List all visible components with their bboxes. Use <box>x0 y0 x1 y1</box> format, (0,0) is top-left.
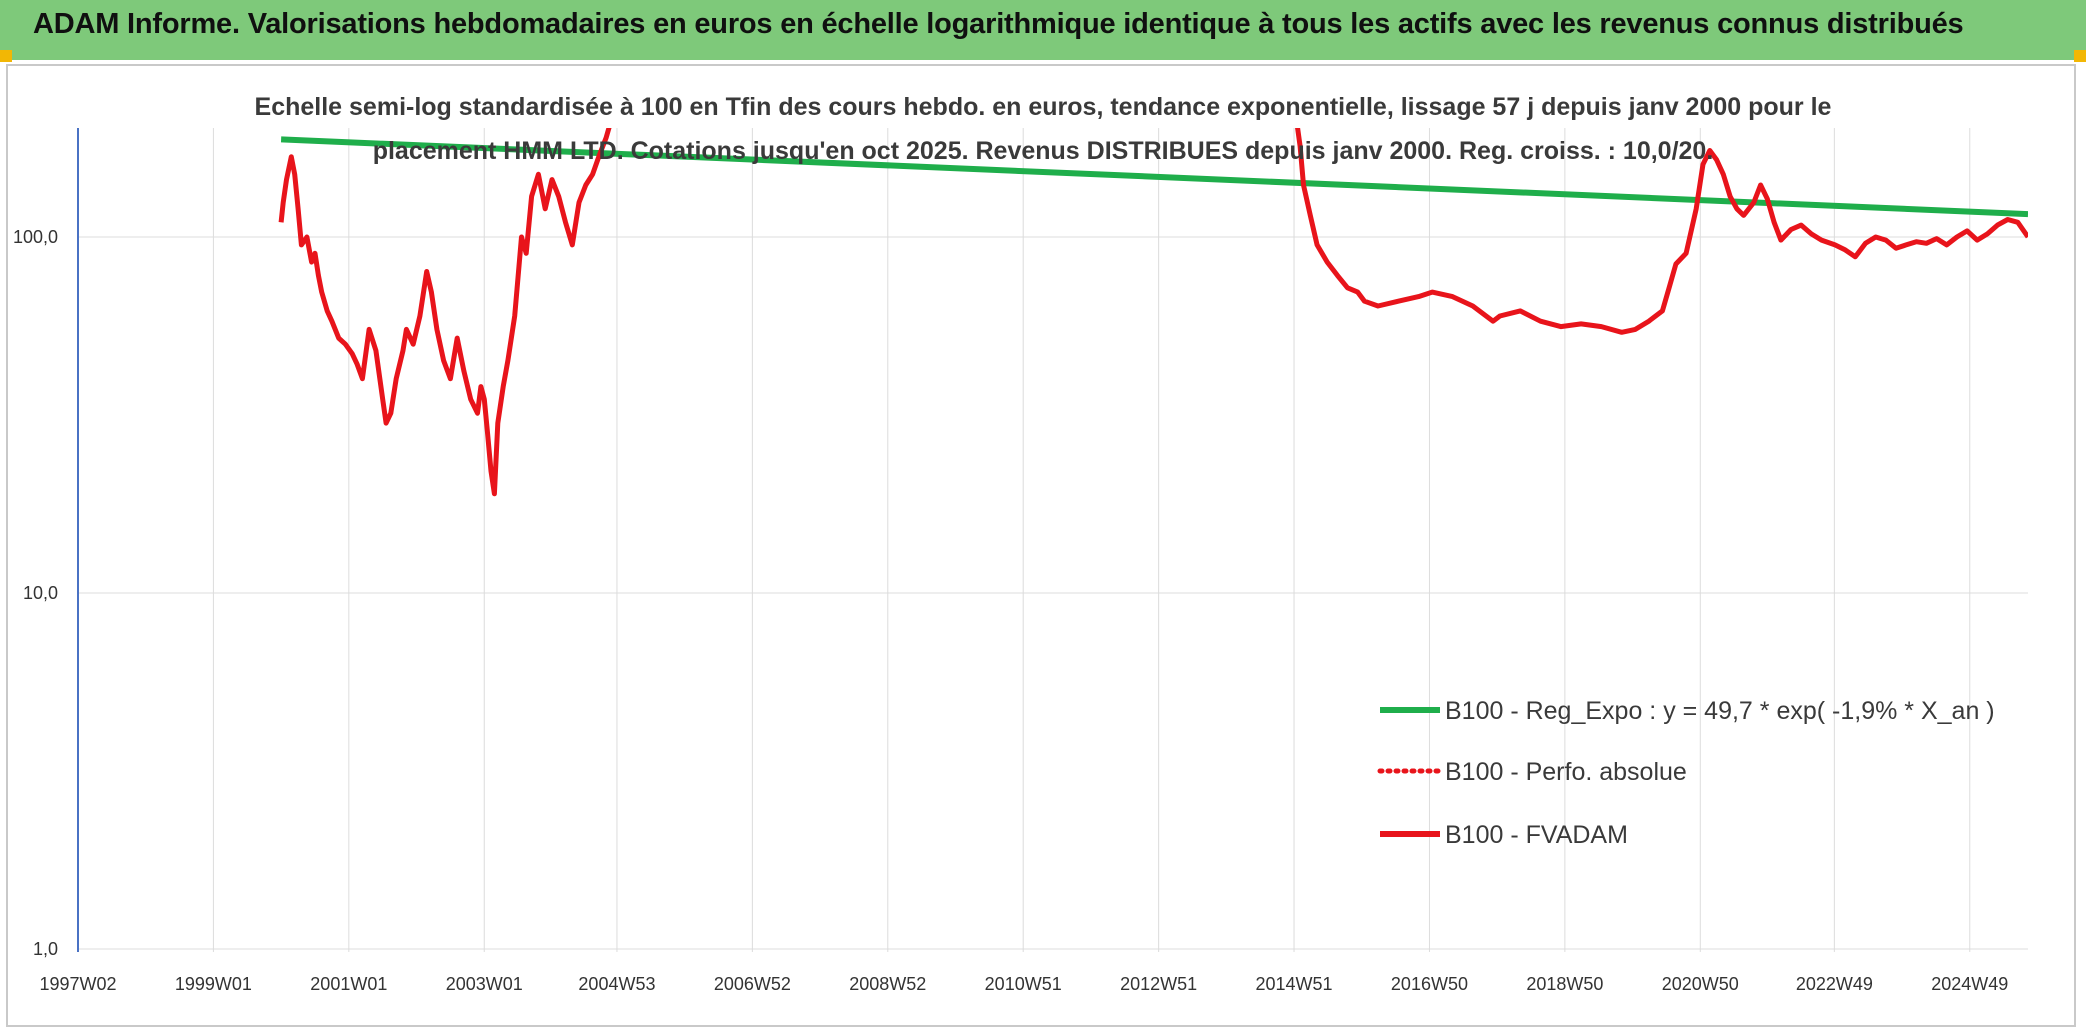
grid <box>77 128 2028 952</box>
legend-entry-label: B100 - FVADAM <box>1445 821 1628 849</box>
x-tick-label: 2012W51 <box>1120 974 1197 994</box>
corner-mark-right <box>2074 50 2086 62</box>
x-tick-label: 2003W01 <box>446 974 523 994</box>
x-tick-label: 2004W53 <box>578 974 655 994</box>
report-title: ADAM Informe. Valorisations hebdomadaire… <box>33 8 1964 40</box>
x-tick-label: 1999W01 <box>175 974 252 994</box>
legend-entry-label: B100 - Perfo. absolue <box>1445 758 1687 786</box>
x-tick-label: 2016W50 <box>1391 974 1468 994</box>
y-tick-label: 100,0 <box>13 227 58 247</box>
y-tick-label: 1,0 <box>33 939 58 959</box>
y-tick-label: 10,0 <box>23 583 58 603</box>
x-tick-label: 2018W50 <box>1526 974 1603 994</box>
y-axis-ticks: 1,0 10,0 100,0 <box>13 227 58 959</box>
chart-frame <box>6 64 2076 1027</box>
series-line-fvadam <box>1295 128 2028 335</box>
legend-entry-label: B100 - Reg_Expo : y = 49,7 * exp( -1,9% … <box>1445 697 1995 725</box>
x-tick-label: 2010W51 <box>985 974 1062 994</box>
series-line-reg-expo <box>280 136 2028 218</box>
x-tick-label: 2008W52 <box>849 974 926 994</box>
subtitle-line-1: Echelle semi-log standardisée à 100 en T… <box>255 93 1832 121</box>
x-tick-label: 2014W51 <box>1256 974 1333 994</box>
x-tick-label: 2024W49 <box>1931 974 2008 994</box>
legend: B100 - Reg_Expo : y = 49,7 * exp( -1,9% … <box>1377 697 1995 849</box>
title-banner: ADAM Informe. Valorisations hebdomadaire… <box>0 0 2086 60</box>
chart-subtitle: Echelle semi-log standardisée à 100 en T… <box>255 93 1832 165</box>
x-tick-label: 2022W49 <box>1796 974 1873 994</box>
series-line-fvadam <box>278 128 612 497</box>
corner-mark-left <box>0 50 12 62</box>
subtitle-line-2: placement HMM LTD. Cotations jusqu'en oc… <box>373 137 1714 165</box>
x-tick-label: 1997W02 <box>39 974 116 994</box>
x-axis-ticks: 1997W02 1999W01 2001W01 2003W01 2004W53 2006W… <box>39 974 2008 994</box>
series-lines <box>278 128 2028 497</box>
x-tick-label: 2001W01 <box>310 974 387 994</box>
x-tick-label: 2006W52 <box>714 974 791 994</box>
x-tick-label: 2020W50 <box>1662 974 1739 994</box>
